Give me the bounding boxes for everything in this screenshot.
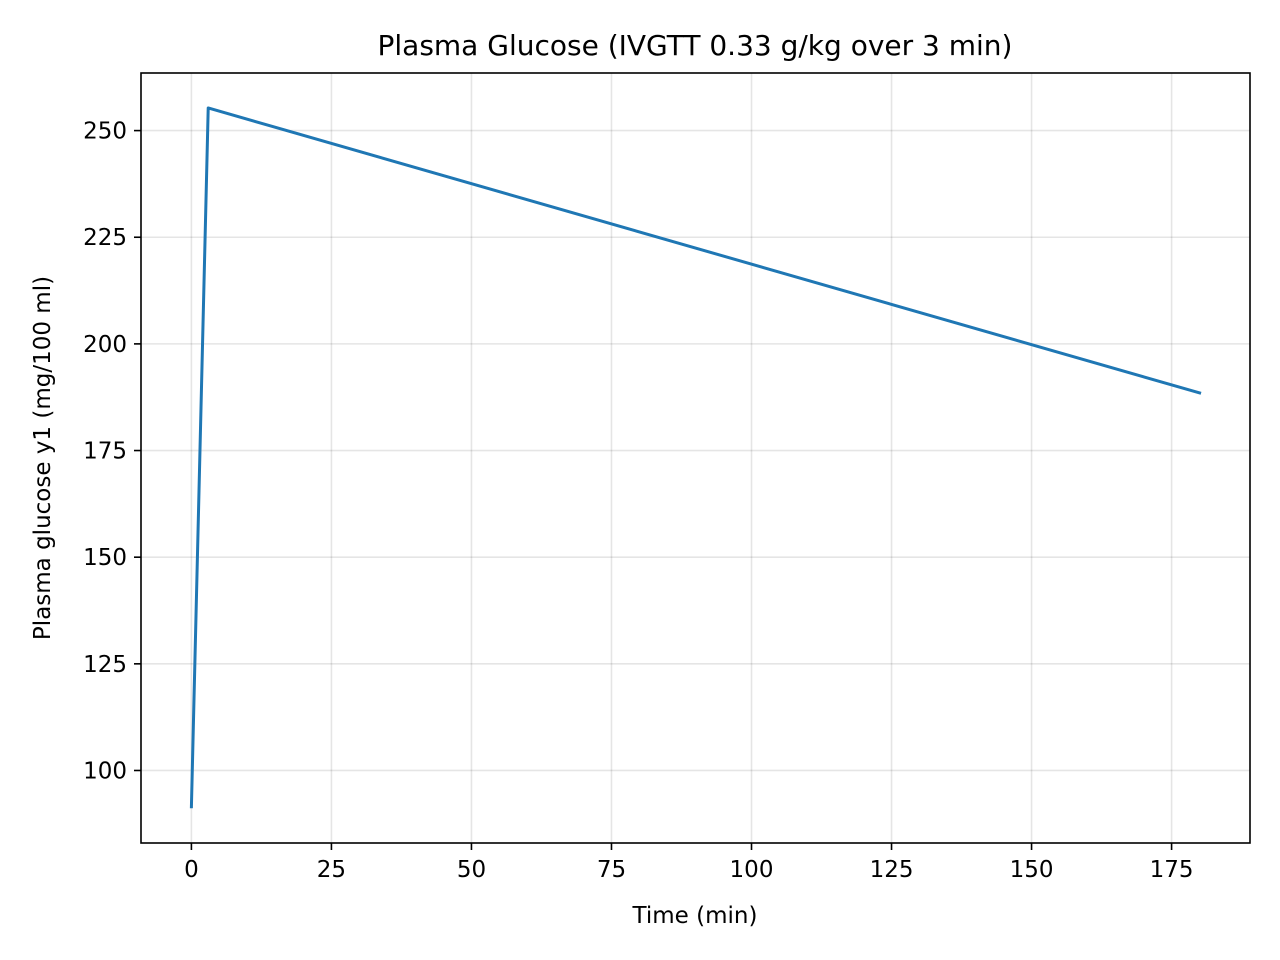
grid [141,73,1250,843]
x-tick-label: 100 [730,857,774,883]
x-tick-label: 50 [457,857,486,883]
x-tick-label: 125 [870,857,914,883]
chart-title: Plasma Glucose (IVGTT 0.33 g/kg over 3 m… [378,29,1013,62]
y-axis-ticks: 100 125 150 175 200 225 250 [83,119,141,784]
y-tick-label: 100 [83,758,127,784]
x-tick-label: 0 [184,857,199,883]
series-layer [189,106,1202,809]
x-tick-label: 25 [317,857,346,883]
plot-area-frame [140,72,1251,844]
x-axis-ticks: 0 25 50 75 100 125 150 175 [184,843,1194,883]
y-tick-label: 250 [83,119,127,145]
y-axis-title: Plasma glucose y1 (mg/100 ml) [30,276,56,640]
y-tick-label: 175 [83,439,127,465]
x-tick-label: 175 [1150,857,1194,883]
glucose-series-line [189,106,1202,809]
x-tick-label: 75 [597,857,626,883]
y-tick-label: 225 [83,225,127,251]
y-tick-label: 200 [83,332,127,358]
y-tick-label: 150 [83,545,127,571]
y-tick-label: 125 [83,652,127,678]
x-tick-label: 150 [1010,857,1054,883]
x-axis-title: Time (min) [632,903,758,929]
